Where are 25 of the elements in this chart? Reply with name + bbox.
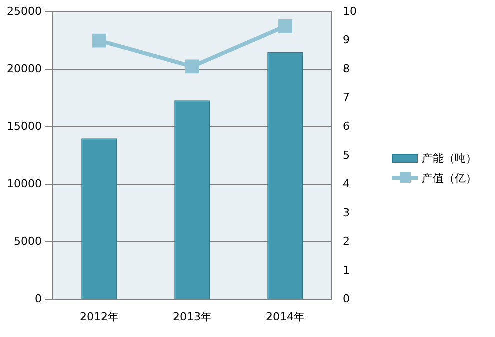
x-tick-label: 2013年 (173, 310, 212, 324)
y2-tick-label: 3 (343, 206, 350, 220)
y-tick-label: 10000 (6, 178, 42, 191)
point (92, 34, 106, 48)
y2-tick-label: 7 (343, 91, 350, 104)
y-tick-label: 0 (34, 292, 42, 306)
y2-tick-label: 5 (343, 148, 350, 162)
y2-tick-label: 8 (343, 62, 350, 76)
legend-label: 产值（亿） (422, 170, 477, 186)
y2-tick-label: 4 (343, 178, 350, 191)
x-tick-label: 2012年 (80, 310, 119, 324)
y-tick-label: 25000 (6, 4, 42, 18)
y-tick-label: 20000 (6, 62, 42, 76)
point (278, 19, 292, 34)
legend-label: 产能（吨） (422, 150, 477, 166)
y2-tick-label: 1 (343, 264, 350, 277)
point (186, 60, 200, 74)
y2-tick-label: 9 (343, 34, 350, 47)
y2-tick-label: 10 (343, 4, 358, 18)
y-tick-label: 15000 (6, 120, 42, 133)
y2-tick-label: 2 (343, 235, 350, 248)
x-tick-label: 2014年 (266, 310, 305, 324)
y2-tick-label: 0 (343, 292, 350, 306)
y-tick-label: 5000 (14, 235, 42, 248)
y2-tick-label: 6 (343, 120, 350, 133)
